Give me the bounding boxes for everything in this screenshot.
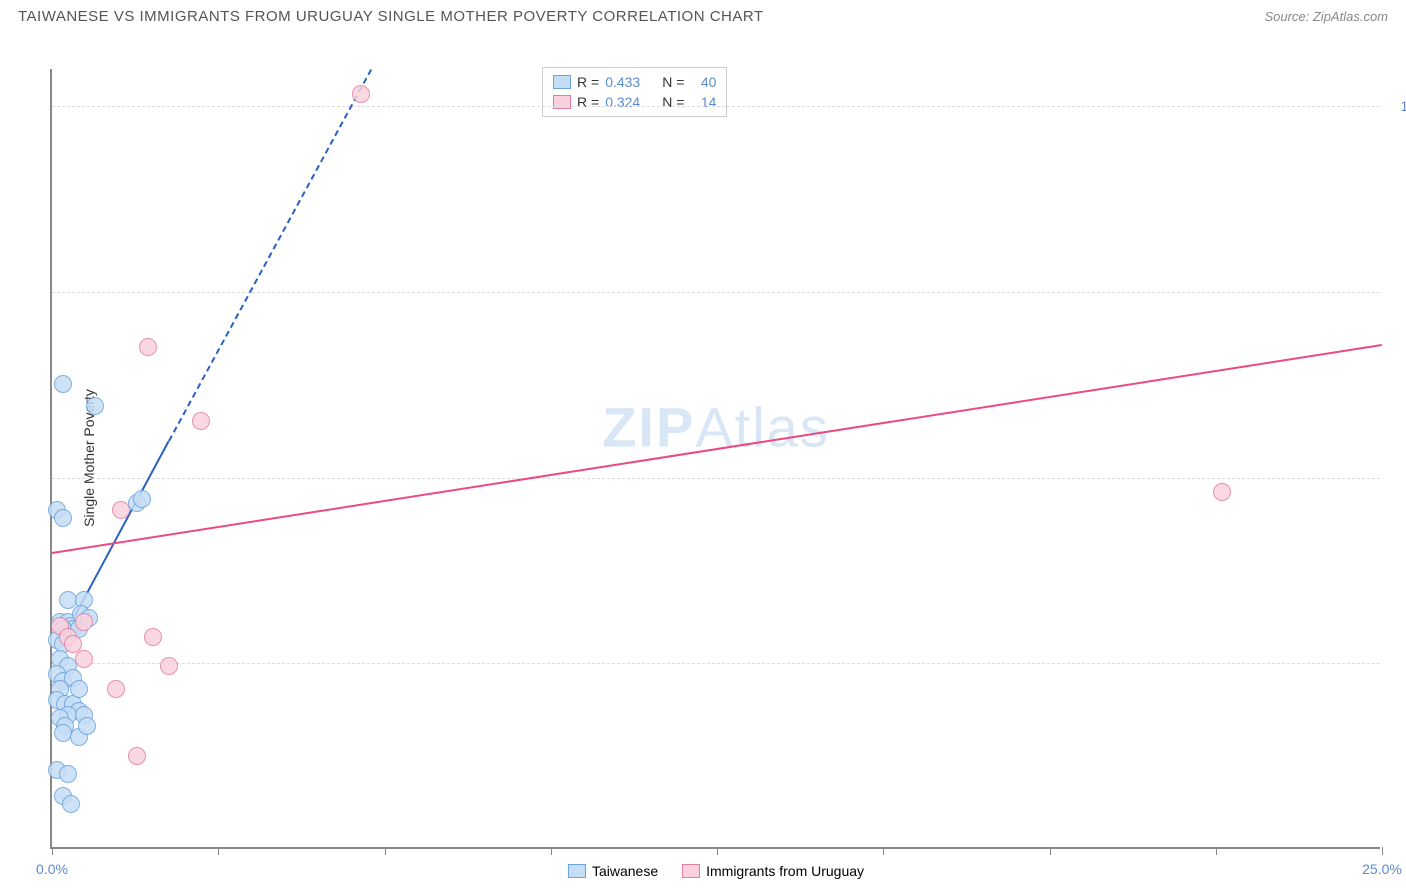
- data-point: [144, 628, 162, 646]
- legend-r-label: R =: [577, 74, 599, 90]
- stats-legend-row: R = 0.433 N = 40: [553, 72, 716, 92]
- x-tick-label: 25.0%: [1362, 861, 1402, 877]
- x-tick: [1216, 847, 1217, 855]
- gridline: [52, 106, 1380, 107]
- data-point: [54, 375, 72, 393]
- stats-legend-row: R = 0.324 N = 14: [553, 92, 716, 112]
- x-tick: [218, 847, 219, 855]
- x-tick: [551, 847, 552, 855]
- data-point: [54, 509, 72, 527]
- gridline: [52, 663, 1380, 664]
- gridline: [52, 478, 1380, 479]
- x-tick: [52, 847, 53, 855]
- trend-line-dashed: [168, 70, 372, 442]
- trend-line: [52, 344, 1382, 554]
- legend-label: Immigrants from Uruguay: [706, 863, 864, 879]
- legend-swatch: [682, 864, 700, 878]
- x-tick: [717, 847, 718, 855]
- data-point: [86, 397, 104, 415]
- data-point: [75, 613, 93, 631]
- y-tick-label: 75.0%: [1388, 284, 1406, 300]
- chart-container: Single Mother Poverty ZIPAtlas R =0.433N…: [0, 29, 1406, 889]
- stats-legend: R = 0.433 N = 40 R = 0.324 N = 14: [542, 67, 727, 117]
- chart-source: Source: ZipAtlas.com: [1264, 9, 1388, 24]
- data-point: [352, 85, 370, 103]
- legend-n-label: N =: [662, 74, 684, 90]
- x-tick: [385, 847, 386, 855]
- legend-r-value: 0.433: [605, 74, 640, 90]
- y-tick-label: 25.0%: [1388, 655, 1406, 671]
- plot-area: Single Mother Poverty ZIPAtlas R =0.433N…: [50, 69, 1380, 849]
- series-legend: Taiwanese Immigrants from Uruguay: [568, 863, 864, 879]
- data-point: [59, 765, 77, 783]
- y-tick-label: 100.0%: [1388, 98, 1406, 114]
- x-tick: [1050, 847, 1051, 855]
- data-point: [75, 650, 93, 668]
- data-point: [64, 635, 82, 653]
- y-tick-label: 50.0%: [1388, 470, 1406, 486]
- data-point: [54, 724, 72, 742]
- legend-n-value: 14: [690, 94, 716, 110]
- data-point: [78, 717, 96, 735]
- x-tick: [1382, 847, 1383, 855]
- data-point: [70, 680, 88, 698]
- data-point: [107, 680, 125, 698]
- legend-swatch: [568, 864, 586, 878]
- legend-r-value: 0.324: [605, 94, 640, 110]
- data-point: [1213, 483, 1231, 501]
- legend-n-value: 40: [690, 74, 716, 90]
- legend-n-label: N =: [662, 94, 684, 110]
- data-point: [160, 657, 178, 675]
- legend-r-label: R =: [577, 94, 599, 110]
- x-tick: [883, 847, 884, 855]
- data-point: [139, 338, 157, 356]
- data-point: [192, 412, 210, 430]
- data-point: [133, 490, 151, 508]
- x-tick-label: 0.0%: [36, 861, 68, 877]
- data-point: [128, 747, 146, 765]
- data-point: [112, 501, 130, 519]
- chart-header: TAIWANESE VS IMMIGRANTS FROM URUGUAY SIN…: [0, 0, 1406, 29]
- data-point: [62, 795, 80, 813]
- chart-title: TAIWANESE VS IMMIGRANTS FROM URUGUAY SIN…: [18, 8, 764, 25]
- legend-item: Immigrants from Uruguay: [682, 863, 864, 879]
- legend-swatch: [553, 75, 571, 89]
- legend-label: Taiwanese: [592, 863, 658, 879]
- legend-item: Taiwanese: [568, 863, 658, 879]
